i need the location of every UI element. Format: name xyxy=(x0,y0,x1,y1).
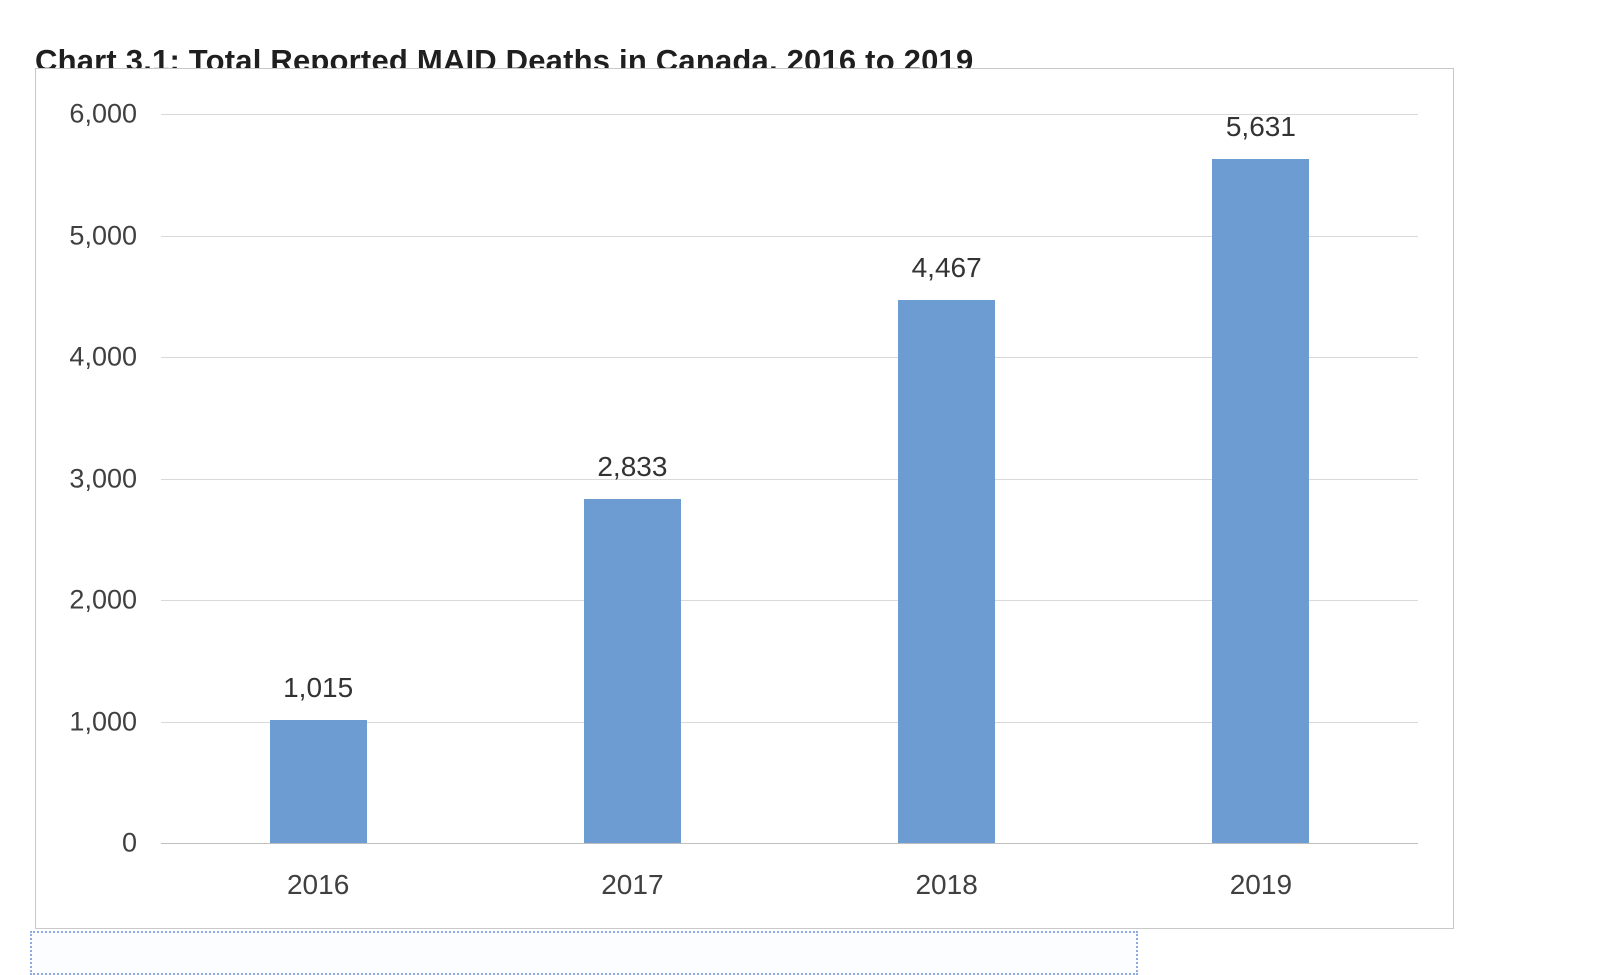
x-axis-tick-label: 2018 xyxy=(915,869,978,900)
bar-2017 xyxy=(583,498,681,843)
bar-value-label: 4,467 xyxy=(911,252,982,284)
y-axis-tick-label: 4,000 xyxy=(69,341,137,372)
y-axis-tick-label: 3,000 xyxy=(69,463,137,493)
y-axis-tick-label: 1,000 xyxy=(69,706,137,736)
bar-2018 xyxy=(898,300,996,843)
bar-2016 xyxy=(269,719,367,843)
gridline xyxy=(161,357,1418,358)
selection-outline-artifact xyxy=(30,931,1138,975)
x-axis-tick-label: 2016 xyxy=(286,869,350,900)
x-axis-line xyxy=(161,843,1418,844)
bar-value-label: 5,631 xyxy=(1225,110,1296,142)
x-axis-tick-label: 2019 xyxy=(1229,869,1293,900)
bar-value-label: 1,015 xyxy=(283,671,354,703)
gridline xyxy=(161,235,1418,237)
gridline xyxy=(161,600,1418,601)
gridline xyxy=(161,478,1418,480)
y-axis-tick-label: 5,000 xyxy=(69,220,137,250)
y-axis-tick-label: 6,000 xyxy=(69,98,137,129)
y-axis-tick-label: 0 xyxy=(121,827,137,858)
chart-frame: 0 1,000 2,000 3,000 4,000 5,000 6,000 1,015 2016… xyxy=(35,68,1454,929)
plot-area: 0 1,000 2,000 3,000 4,000 5,000 6,000 1,015 2016… xyxy=(69,99,1418,900)
y-axis-tick-label: 2,000 xyxy=(69,584,137,615)
gridline xyxy=(161,721,1418,723)
x-axis-tick-label: 2017 xyxy=(601,869,664,900)
gridline xyxy=(161,114,1418,115)
bar-2019 xyxy=(1212,158,1310,843)
bar-value-label: 2,833 xyxy=(597,450,668,482)
